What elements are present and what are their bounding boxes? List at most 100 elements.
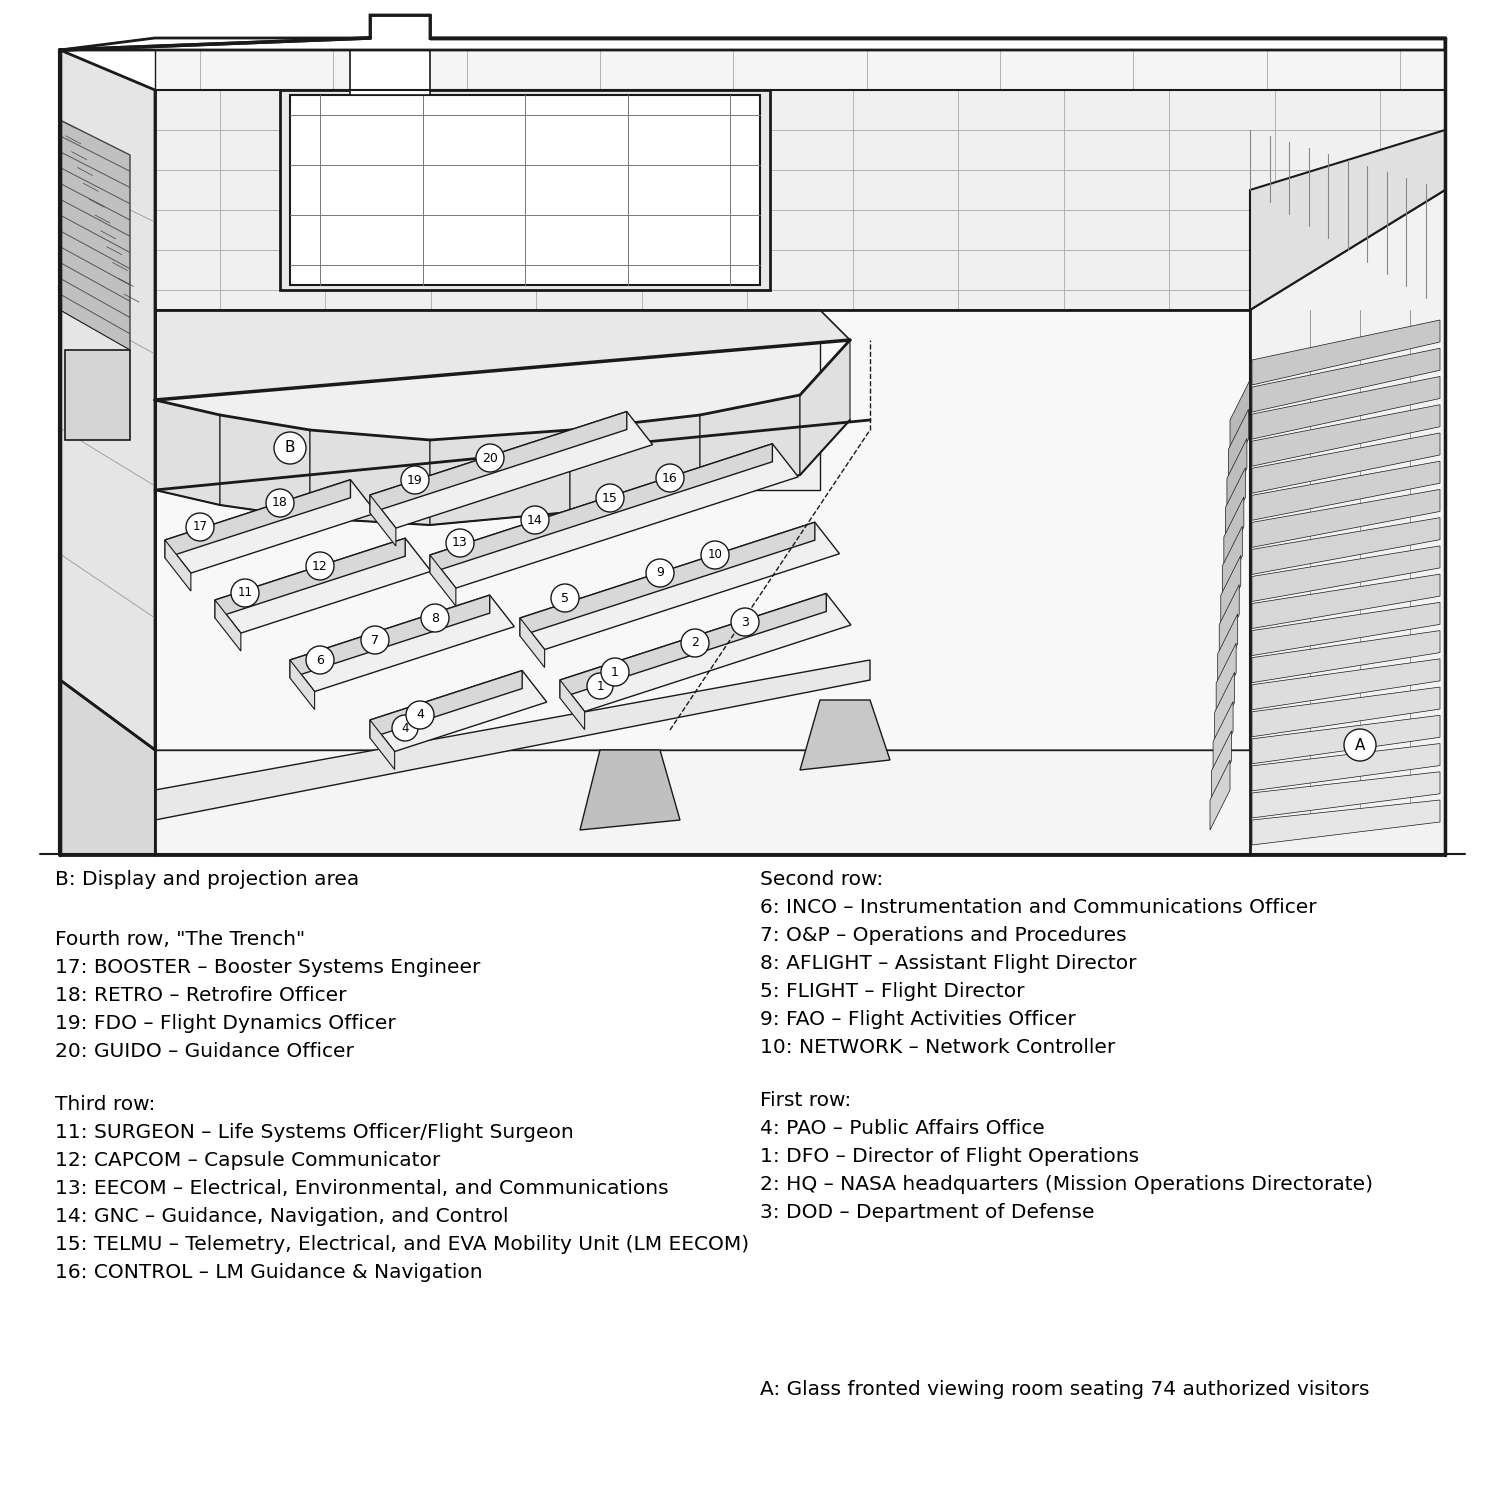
- Polygon shape: [155, 399, 220, 505]
- Polygon shape: [1252, 490, 1440, 548]
- Text: 9: 9: [656, 566, 664, 579]
- Text: 3: 3: [740, 615, 749, 628]
- Polygon shape: [430, 431, 570, 526]
- Text: 15: TELMU – Telemetry, Electrical, and EVA Mobility Unit (LM EECOM): 15: TELMU – Telemetry, Electrical, and E…: [56, 1236, 749, 1253]
- Text: Second row:: Second row:: [760, 870, 883, 890]
- Polygon shape: [155, 91, 1445, 310]
- Text: 4: 4: [415, 708, 424, 722]
- Polygon shape: [1252, 518, 1440, 575]
- Text: 16: 16: [662, 472, 677, 484]
- Polygon shape: [1252, 319, 1440, 385]
- Polygon shape: [155, 310, 850, 399]
- Polygon shape: [1252, 462, 1440, 520]
- Text: 4: 4: [402, 722, 409, 735]
- Polygon shape: [370, 495, 396, 546]
- Text: A: A: [1354, 738, 1365, 753]
- Circle shape: [600, 658, 629, 686]
- Polygon shape: [290, 595, 515, 692]
- Text: 11: 11: [238, 587, 253, 600]
- Polygon shape: [1212, 731, 1231, 800]
- Circle shape: [406, 701, 433, 729]
- Polygon shape: [1252, 434, 1440, 493]
- Polygon shape: [220, 414, 310, 518]
- Polygon shape: [801, 699, 889, 771]
- Text: 3: DOD – Department of Defense: 3: DOD – Department of Defense: [760, 1203, 1094, 1222]
- Text: 15: 15: [602, 492, 619, 505]
- Circle shape: [306, 552, 334, 581]
- Polygon shape: [521, 618, 545, 668]
- Polygon shape: [1252, 546, 1440, 601]
- Polygon shape: [1252, 349, 1440, 411]
- Polygon shape: [155, 750, 1251, 855]
- Polygon shape: [1221, 555, 1240, 625]
- Circle shape: [656, 463, 683, 492]
- Polygon shape: [560, 680, 584, 729]
- Circle shape: [646, 558, 674, 587]
- Text: A: Glass fronted viewing room seating 74 authorized visitors: A: Glass fronted viewing room seating 74…: [760, 1380, 1370, 1399]
- Text: 12: 12: [312, 560, 328, 573]
- Polygon shape: [290, 95, 760, 285]
- Polygon shape: [1252, 744, 1440, 792]
- Text: 8: AFLIGHT – Assistant Flight Director: 8: AFLIGHT – Assistant Flight Director: [760, 953, 1136, 973]
- Text: 6: INCO – Instrumentation and Communications Officer: 6: INCO – Instrumentation and Communicat…: [760, 898, 1317, 918]
- Text: 1: DFO – Director of Flight Operations: 1: DFO – Director of Flight Operations: [760, 1146, 1139, 1166]
- Circle shape: [731, 607, 759, 636]
- Polygon shape: [0, 0, 1505, 855]
- Text: Third row:: Third row:: [56, 1094, 155, 1114]
- Text: 6: 6: [316, 653, 324, 667]
- Text: 5: 5: [561, 591, 569, 604]
- Text: 20: GUIDO – Guidance Officer: 20: GUIDO – Guidance Officer: [56, 1042, 354, 1060]
- Polygon shape: [155, 659, 870, 820]
- Text: 14: GNC – Guidance, Navigation, and Control: 14: GNC – Guidance, Navigation, and Cont…: [56, 1207, 509, 1227]
- Polygon shape: [1252, 603, 1440, 655]
- Text: First row:: First row:: [760, 1091, 852, 1109]
- Circle shape: [266, 489, 293, 517]
- Text: 17: 17: [193, 521, 208, 533]
- Text: 18: RETRO – Retrofire Officer: 18: RETRO – Retrofire Officer: [56, 986, 346, 1005]
- Polygon shape: [370, 720, 394, 769]
- Polygon shape: [1230, 380, 1251, 450]
- Polygon shape: [370, 671, 546, 751]
- Polygon shape: [1218, 613, 1237, 685]
- Polygon shape: [1251, 131, 1445, 310]
- Polygon shape: [215, 600, 241, 650]
- Text: 13: 13: [452, 536, 468, 549]
- Text: 19: 19: [408, 474, 423, 487]
- Polygon shape: [155, 39, 1445, 91]
- Polygon shape: [560, 594, 850, 711]
- Polygon shape: [521, 523, 814, 636]
- Text: B: B: [284, 441, 295, 456]
- Text: 17: BOOSTER – Booster Systems Engineer: 17: BOOSTER – Booster Systems Engineer: [56, 958, 480, 977]
- Polygon shape: [166, 541, 191, 591]
- Polygon shape: [430, 444, 772, 573]
- Polygon shape: [290, 595, 489, 679]
- Polygon shape: [1252, 631, 1440, 683]
- Polygon shape: [579, 750, 680, 830]
- Polygon shape: [1252, 772, 1440, 818]
- Polygon shape: [1252, 688, 1440, 737]
- Polygon shape: [1224, 497, 1243, 567]
- Circle shape: [400, 466, 429, 495]
- Circle shape: [1344, 729, 1376, 760]
- Polygon shape: [310, 431, 430, 526]
- Polygon shape: [215, 538, 430, 633]
- Circle shape: [521, 506, 549, 535]
- Text: 7: O&P – Operations and Procedures: 7: O&P – Operations and Procedures: [760, 927, 1127, 944]
- Text: 8: 8: [430, 612, 439, 625]
- Circle shape: [701, 541, 728, 569]
- Polygon shape: [1251, 190, 1445, 855]
- Polygon shape: [1252, 659, 1440, 710]
- Text: 19: FDO – Flight Dynamics Officer: 19: FDO – Flight Dynamics Officer: [56, 1014, 396, 1034]
- Text: 4: PAO – Public Affairs Office: 4: PAO – Public Affairs Office: [760, 1120, 1044, 1138]
- Text: B: Display and projection area: B: Display and projection area: [56, 870, 360, 890]
- Circle shape: [361, 627, 388, 653]
- Circle shape: [596, 484, 625, 512]
- Text: 2: 2: [691, 637, 698, 649]
- Polygon shape: [700, 395, 801, 495]
- Polygon shape: [280, 91, 771, 290]
- Circle shape: [680, 630, 709, 656]
- Polygon shape: [1210, 760, 1230, 830]
- Circle shape: [445, 529, 474, 557]
- Circle shape: [587, 673, 613, 699]
- Polygon shape: [65, 350, 129, 440]
